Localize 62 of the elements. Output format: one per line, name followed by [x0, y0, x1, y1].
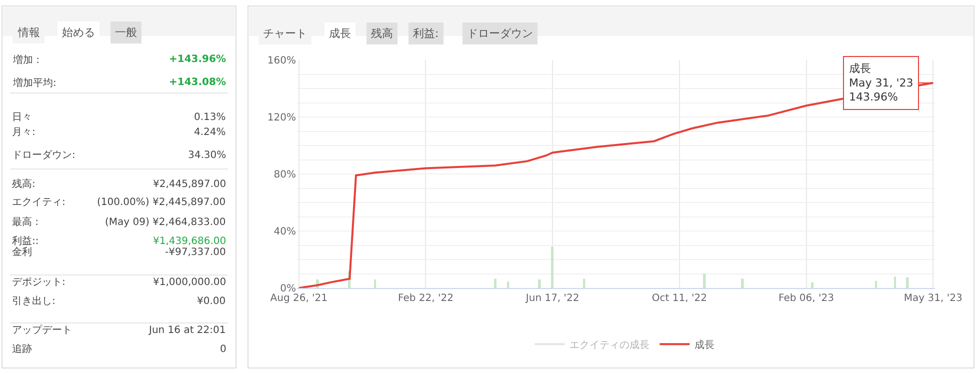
- bar: [906, 277, 909, 288]
- text: 最高 :: [12, 216, 39, 228]
- bar: [894, 276, 896, 288]
- text: +143.08%: [169, 77, 226, 88]
- bar: [875, 280, 877, 288]
- text: 情報: [17, 26, 40, 39]
- x-tick-label: Feb 06, '23: [778, 293, 834, 304]
- text: 増加 :: [12, 54, 40, 66]
- text: デポジット:: [12, 277, 66, 288]
- text: ¥2,445,897.00: [153, 179, 226, 190]
- bar: [494, 278, 496, 288]
- text: ドローダウン:: [12, 149, 76, 161]
- bar: [551, 246, 554, 288]
- bar: [538, 279, 541, 288]
- text: 34.30%: [188, 150, 226, 161]
- text: (100.00%) ¥2,445,897.00: [97, 197, 226, 208]
- text: 4.24%: [194, 127, 226, 138]
- y-tick-label: 0%: [280, 284, 296, 294]
- bar: [811, 282, 814, 288]
- y-tick-label: 40%: [274, 226, 296, 238]
- bar: [507, 282, 510, 288]
- y-tick-label: 120%: [267, 112, 296, 124]
- bar: [374, 279, 376, 288]
- text: 日々: [12, 112, 32, 123]
- bar: [703, 274, 706, 288]
- text: 0: [220, 344, 226, 355]
- text: 引き出し:: [12, 295, 56, 307]
- text: 利益:: [413, 27, 439, 40]
- text: ¥0.00: [197, 296, 226, 307]
- text: 残高:: [12, 178, 36, 190]
- x-tick-label: Jun 17, '22: [524, 293, 580, 304]
- x-tick-label: Oct 11, '22: [652, 293, 707, 304]
- text: Jun 16 at 22:01: [148, 325, 226, 336]
- text: アップデート: [12, 324, 72, 336]
- text: (May 09) ¥2,464,833.00: [105, 217, 226, 228]
- legend-label: 成長: [694, 338, 715, 351]
- text: -¥97,337.00: [165, 247, 226, 258]
- text: エクイティ:: [12, 197, 66, 208]
- text: 増加平均:: [12, 77, 56, 89]
- text: 残高: [371, 27, 393, 40]
- y-tick-label: 80%: [274, 170, 296, 180]
- y-tick-label: 160%: [267, 56, 296, 66]
- text: 追跡: [12, 343, 32, 355]
- text: 始める: [62, 26, 95, 39]
- text: 成長: [329, 27, 351, 40]
- text: 一般: [115, 26, 137, 39]
- bar: [741, 278, 744, 288]
- text: チャート: [263, 27, 307, 40]
- text: 金利: [12, 246, 32, 258]
- text: 月々:: [12, 127, 36, 138]
- legend-label: エクイティの成長: [570, 338, 650, 351]
- x-tick-label: May 31, '23: [904, 293, 962, 304]
- text: ¥1,000,000.00: [153, 277, 226, 288]
- text: 0.13%: [194, 112, 226, 123]
- x-tick-label: Aug 26, '21: [270, 293, 328, 304]
- x-tick-label: Feb 22, '22: [398, 293, 454, 304]
- text: ドローダウン: [467, 27, 533, 40]
- text: 利益::: [12, 235, 39, 247]
- text: ¥1,439,686.00: [153, 236, 226, 247]
- bar: [583, 278, 586, 288]
- text: +143.96%: [169, 54, 226, 65]
- annotation: 成長 May 31, '23 143.96%: [849, 62, 914, 104]
